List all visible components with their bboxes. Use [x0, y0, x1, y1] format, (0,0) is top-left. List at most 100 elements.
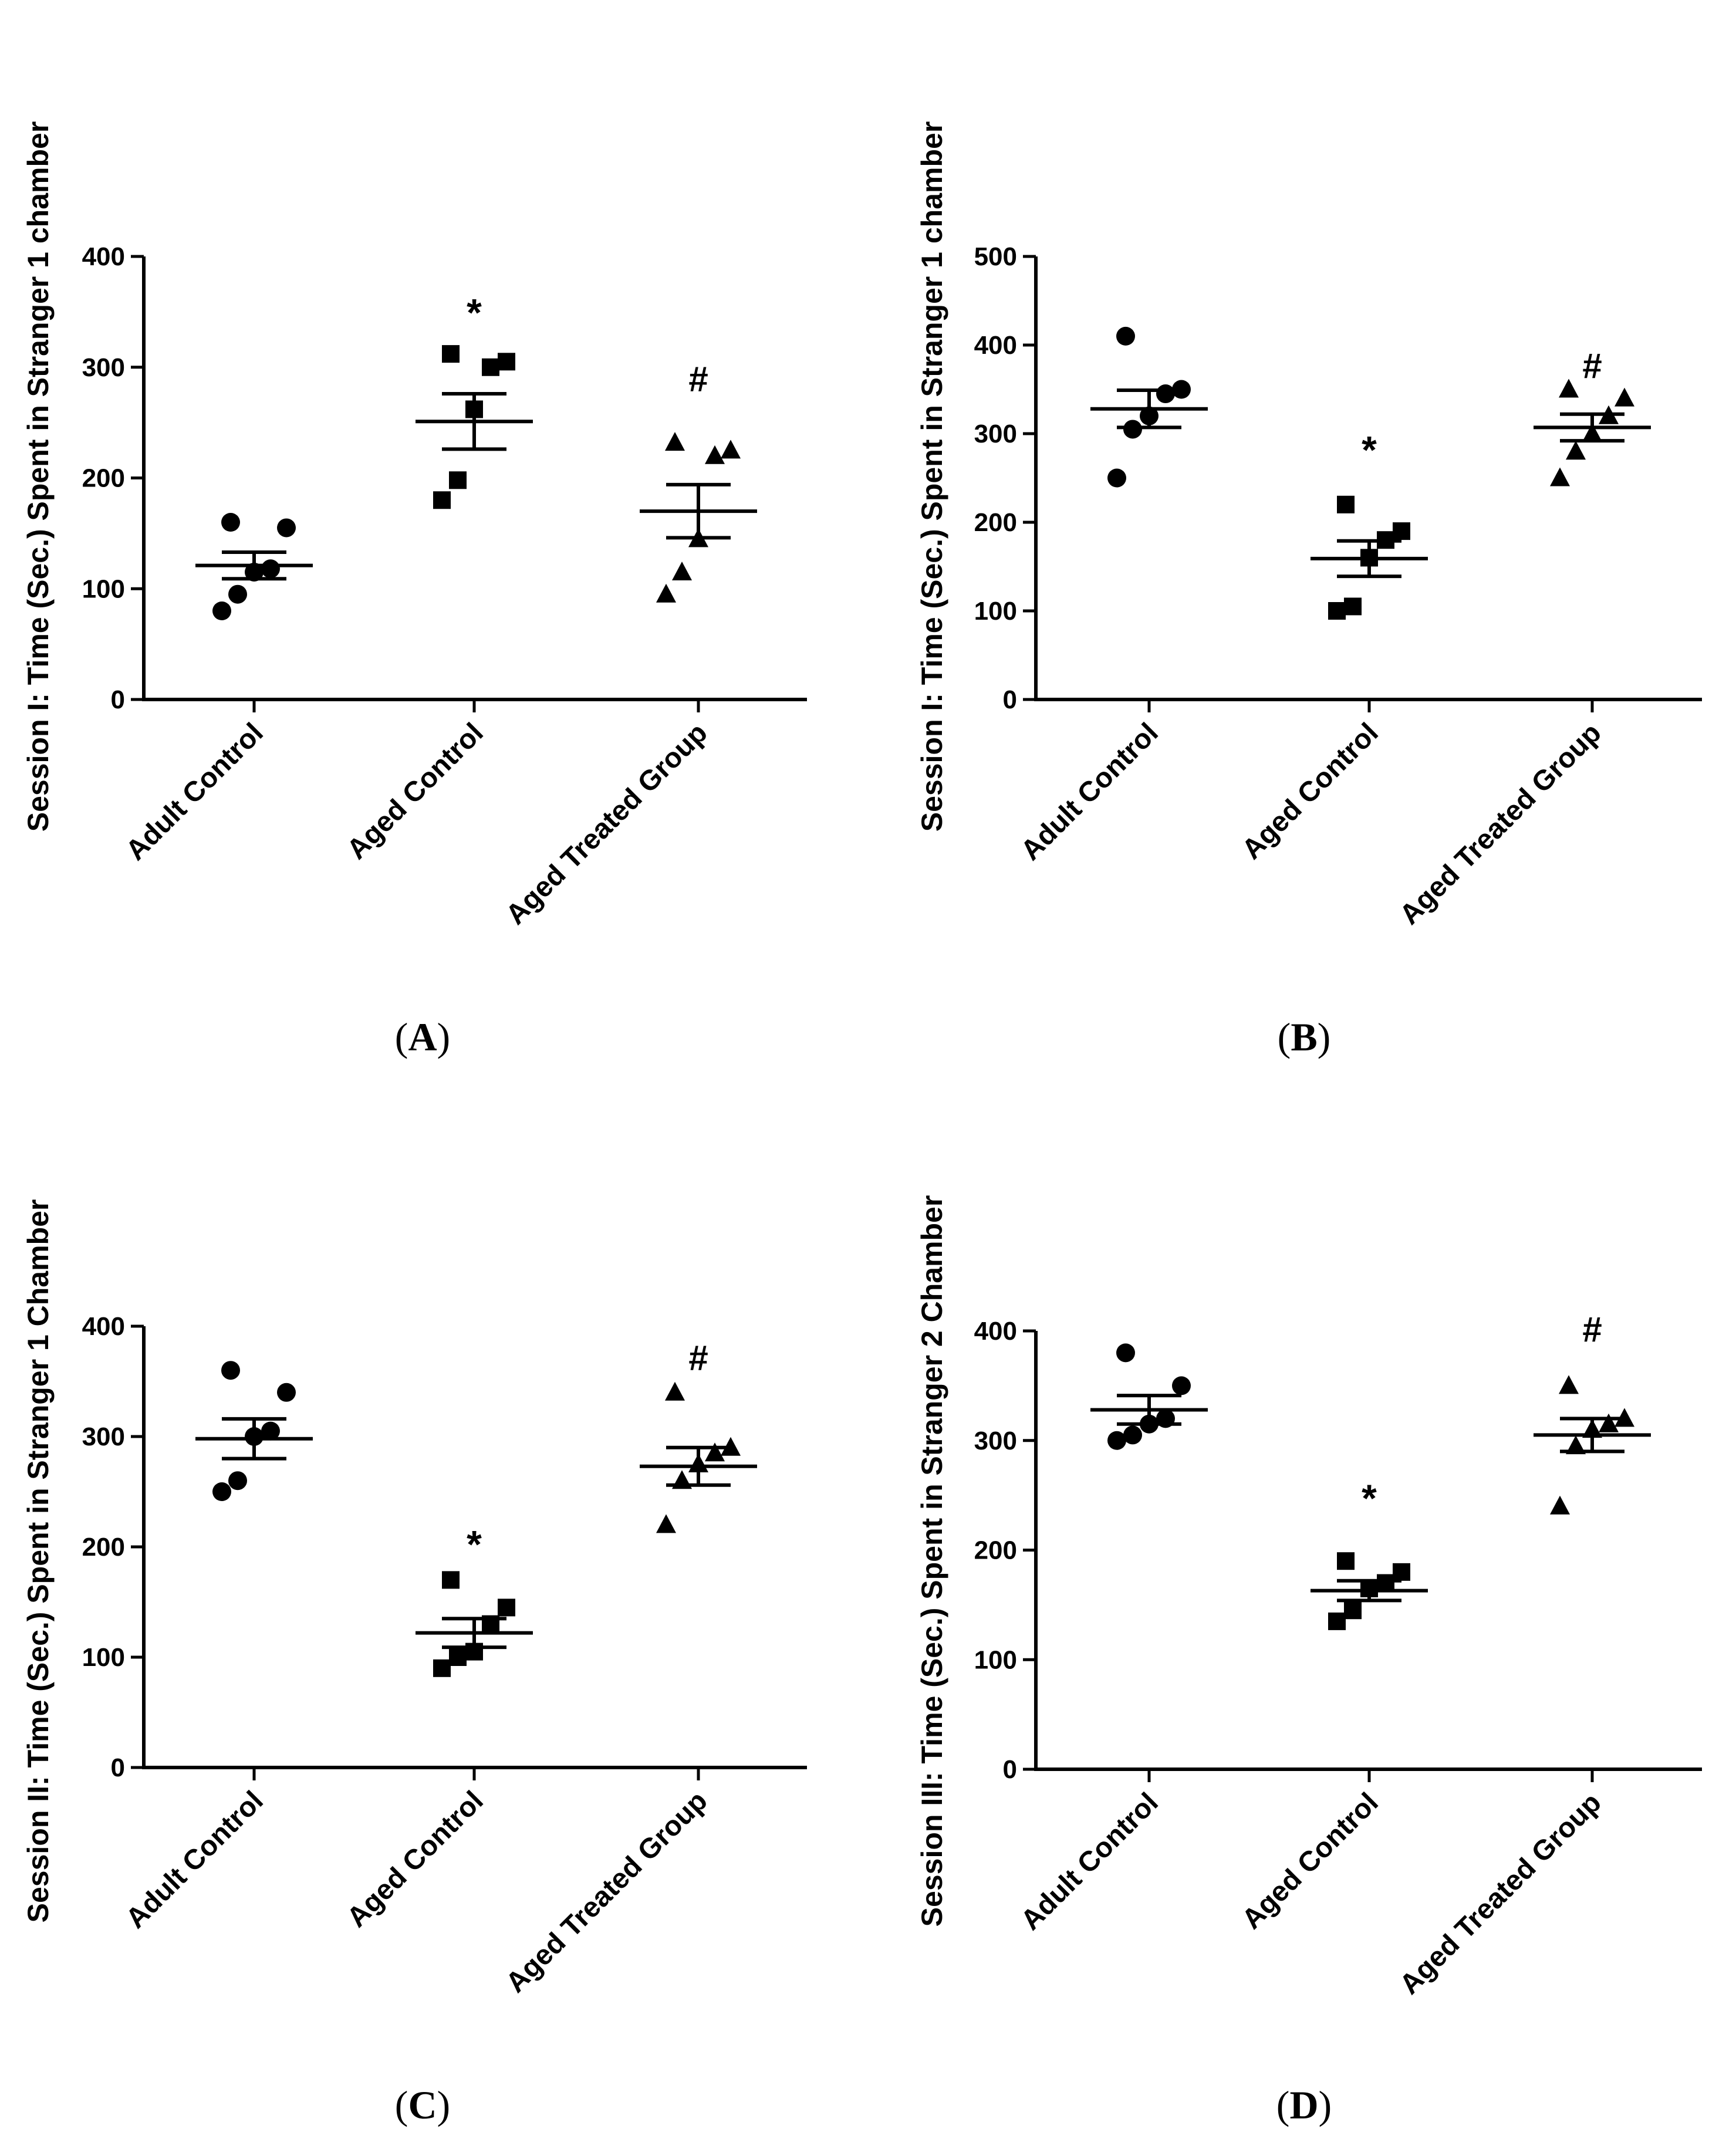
data-point-square	[498, 353, 515, 371]
y-tick-label: 0	[111, 685, 125, 714]
data-point-square	[1393, 1563, 1410, 1581]
x-tick-label: Aged Control	[1236, 1787, 1384, 1935]
data-point-square	[442, 1571, 460, 1589]
data-point-circle	[221, 1361, 240, 1380]
y-tick-label: 0	[1003, 685, 1017, 714]
data-point-triangle	[665, 432, 685, 451]
data-point-triangle	[1559, 1375, 1579, 1394]
data-point-circle	[261, 1421, 280, 1441]
y-axis-title: Session I: Time (Sec.) Spent in Stranger…	[22, 121, 55, 832]
x-tick-label: Aged Treated Group	[1394, 717, 1607, 931]
y-tick-label: 400	[82, 242, 125, 271]
data-point-triangle	[1566, 441, 1586, 460]
x-tick-label: Aged Control	[1236, 717, 1384, 865]
y-tick-label: 200	[82, 1533, 125, 1562]
y-axis-title: Session I: Time (Sec.) Spent in Stranger…	[916, 121, 948, 832]
x-tick-label: Adult Control	[120, 1785, 269, 1934]
data-point-triangle	[656, 583, 676, 603]
data-point-circle	[212, 601, 231, 620]
data-point-triangle	[1550, 467, 1570, 486]
chart-panel-a: 0 100 200 300 400 Adult Control Aged Control Ag…	[22, 121, 807, 1059]
y-tick-label: 200	[82, 464, 125, 493]
data-point-triangle	[672, 561, 692, 580]
data-point-triangle	[1559, 378, 1579, 398]
data-point-square	[1377, 1574, 1394, 1592]
panel-label: (C)	[395, 2083, 450, 2127]
significance-hash: #	[688, 1338, 708, 1377]
data-point-circle	[1123, 420, 1142, 439]
chart-panel-d: 0 100 200 300 400 Adult Control Aged Control Ag…	[916, 1195, 1702, 2127]
chart-panel-b: 0 100 200 300 400 500 Adult Control Aged Contro…	[916, 121, 1702, 1059]
data-point-circle	[228, 1471, 247, 1491]
data-point-square	[449, 471, 467, 489]
significance-hash: #	[1582, 1310, 1602, 1349]
y-tick-label: 100	[974, 1645, 1017, 1674]
data-point-square	[1337, 1552, 1355, 1570]
data-point-triangle	[1566, 1435, 1586, 1455]
data-point-square	[482, 358, 499, 376]
x-tick-label: Aged Treated Group	[500, 717, 714, 931]
x-tick-label: Aged Treated Group	[1394, 1787, 1607, 2000]
data-point-square	[433, 1659, 451, 1677]
data-point-square	[1328, 1612, 1346, 1630]
panel-label: (B)	[1278, 1015, 1331, 1059]
y-axis-title: Session II: Time (Sec.) Spent in Strange…	[22, 1199, 55, 1923]
significance-star: *	[1362, 1476, 1377, 1520]
data-point-circle	[1107, 468, 1126, 488]
data-point-square	[1344, 597, 1362, 616]
panel-label: (A)	[395, 1015, 450, 1059]
y-tick-label: 200	[974, 508, 1017, 537]
y-tick-label: 100	[974, 597, 1017, 626]
data-point-circle	[1156, 384, 1175, 404]
significance-star: *	[1362, 428, 1377, 472]
x-tick-label: Aged Treated Group	[500, 1785, 714, 1999]
data-point-square	[442, 345, 460, 363]
data-point-circle	[1116, 1343, 1135, 1363]
y-tick-label: 0	[111, 1753, 125, 1782]
data-point-circle	[221, 513, 240, 532]
data-point-circle	[277, 1383, 296, 1402]
y-tick-label: 300	[82, 353, 125, 382]
x-tick-label: Aged Control	[341, 1785, 489, 1933]
significance-hash: #	[1582, 346, 1602, 386]
y-tick-label: 300	[974, 1427, 1017, 1455]
y-tick-label: 400	[82, 1312, 125, 1341]
data-point-square	[1328, 602, 1346, 620]
data-point-triangle	[1550, 1495, 1570, 1515]
data-point-circle	[1116, 326, 1135, 346]
data-point-triangle	[1599, 1413, 1619, 1432]
data-point-circle	[261, 559, 280, 579]
y-tick-label: 0	[1003, 1755, 1017, 1784]
y-tick-label: 300	[974, 420, 1017, 448]
significance-hash: #	[688, 359, 708, 398]
y-tick-label: 300	[82, 1422, 125, 1451]
data-point-square	[449, 1648, 467, 1666]
data-point-square	[1393, 522, 1410, 540]
data-point-triangle	[656, 1514, 676, 1533]
x-tick-label: Adult Control	[1015, 717, 1164, 866]
data-point-triangle	[705, 445, 725, 464]
data-point-square	[1337, 495, 1355, 513]
data-point-square	[498, 1598, 515, 1617]
data-point-circle	[277, 518, 296, 538]
data-point-circle	[228, 584, 247, 604]
significance-star: *	[467, 291, 482, 334]
y-tick-label: 500	[974, 242, 1017, 271]
y-tick-label: 100	[82, 574, 125, 603]
data-point-triangle	[705, 1442, 725, 1462]
data-point-circle	[1107, 1431, 1126, 1450]
data-point-triangle	[721, 440, 741, 459]
y-axis-title: Session III: Time (Sec.) Spent in Strang…	[916, 1195, 948, 1927]
significance-star: *	[467, 1523, 482, 1566]
x-tick-label: Adult Control	[120, 717, 269, 866]
panel-label: (D)	[1276, 2083, 1332, 2127]
data-point-triangle	[1615, 387, 1634, 407]
data-point-circle	[1123, 1425, 1142, 1445]
x-tick-label: Adult Control	[1015, 1787, 1164, 1936]
data-point-square	[433, 491, 451, 509]
data-point-square	[1344, 1601, 1362, 1620]
y-tick-label: 400	[974, 1317, 1017, 1346]
x-tick-label: Aged Control	[341, 717, 489, 865]
data-point-circle	[1172, 1376, 1191, 1395]
